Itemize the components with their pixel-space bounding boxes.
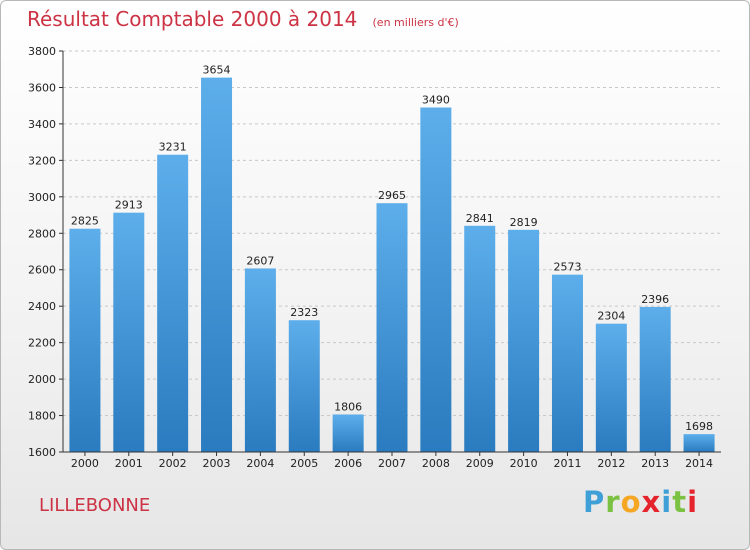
x-tick-label: 2002 [159, 457, 187, 470]
x-tick-label: 2014 [685, 457, 713, 470]
bar-value-label: 3654 [203, 64, 231, 77]
bar-2009 [464, 225, 496, 452]
y-tick-label: 2800 [28, 227, 56, 240]
bar-2013 [639, 306, 671, 452]
location-label: LILLEBONNE [39, 495, 151, 516]
bar-value-label: 2913 [115, 199, 143, 212]
x-tick-label: 2012 [597, 457, 625, 470]
bar-2006 [332, 414, 364, 452]
bar-2003 [201, 77, 233, 452]
x-tick-label: 2009 [466, 457, 494, 470]
bar-2008 [420, 107, 452, 452]
bar-value-label: 3490 [422, 94, 450, 107]
x-tick-label: 2004 [246, 457, 274, 470]
logo-letter: i [661, 485, 673, 519]
bar-2005 [288, 320, 320, 452]
x-tick-label: 2001 [115, 457, 143, 470]
bar-2000 [69, 228, 101, 452]
logo-letter: x [641, 485, 662, 519]
bar-2014 [683, 434, 715, 452]
y-tick-label: 3000 [28, 191, 56, 204]
logo-letter: t [672, 485, 688, 519]
bar-value-label: 2573 [553, 261, 581, 274]
bar-value-label: 2825 [71, 215, 99, 228]
bar-2007 [376, 203, 408, 452]
bar-value-label: 2841 [466, 212, 494, 225]
y-tick-label: 3600 [28, 81, 56, 94]
bar-2001 [113, 212, 145, 452]
bar-2012 [595, 323, 627, 452]
bar-2002 [157, 154, 189, 452]
bar-value-label: 2323 [290, 306, 318, 319]
y-tick-label: 2200 [28, 337, 56, 350]
y-tick-label: 1800 [28, 410, 56, 423]
logo-letter: r [605, 485, 621, 519]
logo-letter: i [687, 485, 699, 519]
bars: 2825 2913 3231 3654 2607 2323 1806 2965 3490 2841… [69, 64, 715, 452]
x-tick-label: 2005 [290, 457, 318, 470]
x-tick-label: 2000 [71, 457, 99, 470]
bar-value-label: 1698 [685, 420, 713, 433]
bar-value-label: 2396 [641, 293, 669, 306]
x-tick-label: 2010 [510, 457, 538, 470]
bar-value-label: 2819 [510, 216, 538, 229]
bar-2010 [508, 229, 540, 452]
proxiti-logo: Proxiti [583, 485, 698, 519]
axes: 1600 1800 2000 2200 2400 2600 2800 3000 3200 3400… [28, 45, 721, 470]
y-tick-label: 2000 [28, 373, 56, 386]
logo-letter: o [620, 485, 642, 519]
y-tick-label: 2600 [28, 264, 56, 277]
y-tick-label: 3400 [28, 118, 56, 131]
bar-value-label: 2965 [378, 189, 406, 202]
y-tick-label: 2400 [28, 300, 56, 313]
y-tick-label: 3200 [28, 154, 56, 167]
bar-value-label: 1806 [334, 400, 362, 413]
bar-2011 [551, 274, 583, 452]
chart-title: Résultat Comptable 2000 à 2014 (en milli… [27, 7, 459, 31]
x-tick-label: 2006 [334, 457, 362, 470]
x-tick-label: 2003 [203, 457, 231, 470]
bar-2004 [244, 268, 276, 452]
bar-value-label: 2607 [246, 254, 274, 267]
y-tick-label: 3800 [28, 45, 56, 58]
bar-value-label: 2304 [597, 310, 625, 323]
x-tick-label: 2008 [422, 457, 450, 470]
logo-letter: P [583, 485, 606, 519]
bar-value-label: 3231 [159, 141, 187, 154]
chart-subtitle: (en milliers d'€) [372, 16, 459, 29]
chart-title-text: Résultat Comptable 2000 à 2014 [27, 7, 358, 31]
y-tick-label: 1600 [28, 446, 56, 459]
x-tick-label: 2011 [553, 457, 581, 470]
x-tick-label: 2013 [641, 457, 669, 470]
x-tick-label: 2007 [378, 457, 406, 470]
